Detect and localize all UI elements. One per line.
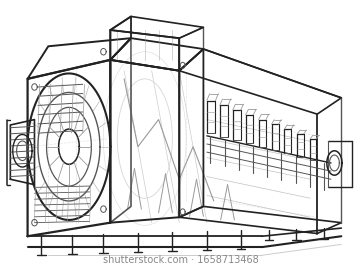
Text: shutterstock.com · 1658713468: shutterstock.com · 1658713468 — [103, 255, 259, 265]
